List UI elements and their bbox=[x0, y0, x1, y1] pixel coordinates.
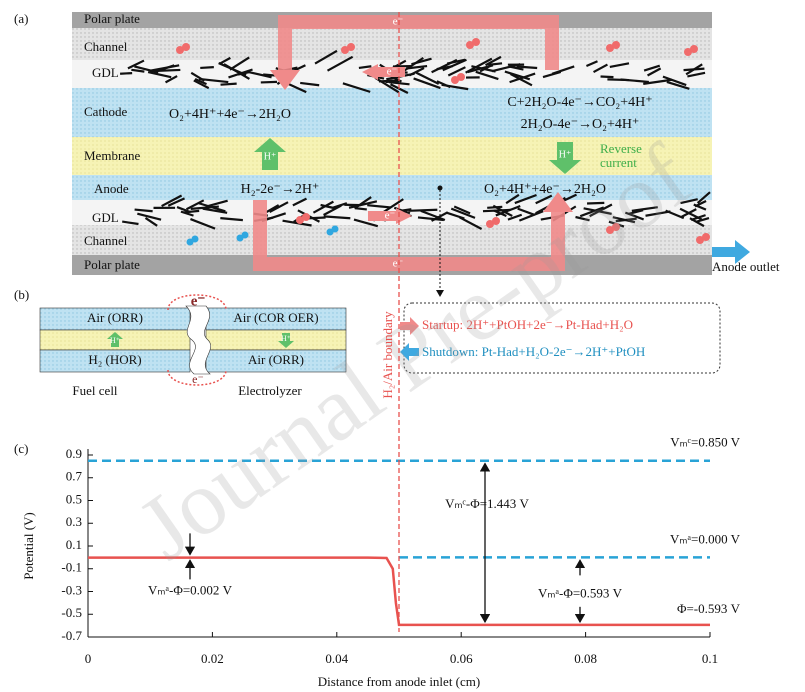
y-tick-label: 0.9 bbox=[66, 446, 82, 461]
y-tick-label: -0.3 bbox=[61, 582, 82, 597]
reaction: O₂+4H⁺+4e⁻→2H₂O bbox=[169, 107, 291, 122]
proton-label: H⁺ bbox=[110, 336, 120, 345]
x-axis-label: Distance from anode inlet (cm) bbox=[318, 674, 480, 689]
annotation: Vₘᶜ-Φ=1.443 V bbox=[445, 496, 529, 511]
figure: (a) Polar plate Channel GDL Cathode Memb… bbox=[0, 0, 805, 692]
boundary-label: H₂/Air boundary bbox=[380, 311, 395, 399]
layer-label: Anode bbox=[94, 181, 129, 196]
fiber bbox=[408, 210, 437, 211]
layer-label: GDL bbox=[92, 65, 119, 80]
x-tick-label: 0.08 bbox=[574, 651, 597, 666]
gas-bubble bbox=[472, 38, 480, 46]
gas-bubble bbox=[302, 213, 310, 221]
annotation: Vₘᵃ-Φ=0.002 V bbox=[148, 582, 233, 597]
gas-bubble bbox=[492, 217, 500, 225]
electron-label: e⁻ bbox=[385, 210, 396, 222]
h2-bubble bbox=[192, 236, 199, 243]
electron-label: e⁻ bbox=[393, 16, 404, 28]
y-tick-label: -0.1 bbox=[61, 560, 82, 575]
annotation: Φ=-0.593 V bbox=[677, 601, 741, 616]
layer-label: Channel bbox=[84, 39, 128, 54]
reaction: 2H₂O-4e⁻→O₂+4H⁺ bbox=[521, 117, 640, 132]
proton-label: H⁺ bbox=[264, 151, 277, 162]
y-tick-label: -0.5 bbox=[61, 605, 82, 620]
y-tick-label: 0.7 bbox=[66, 469, 83, 484]
y-tick-label: 0.5 bbox=[66, 491, 82, 506]
x-tick-label: 0.1 bbox=[702, 651, 718, 666]
electron-label: e⁻ bbox=[387, 66, 398, 78]
fiber bbox=[601, 77, 614, 78]
y-tick-label: 0.3 bbox=[66, 514, 82, 529]
electrolyzer-membrane bbox=[206, 330, 346, 350]
layer-label: Channel bbox=[84, 233, 128, 248]
layer-label: GDL bbox=[92, 210, 119, 225]
fiber bbox=[355, 208, 367, 209]
proton-label: H⁺ bbox=[281, 334, 291, 343]
gas-bubble bbox=[612, 41, 620, 49]
caption: Fuel cell bbox=[72, 383, 118, 398]
marker-dot bbox=[438, 186, 443, 191]
electron-label: e⁻ bbox=[191, 293, 206, 309]
fiber bbox=[261, 82, 277, 83]
x-tick-label: 0.06 bbox=[450, 651, 473, 666]
layer-label: Polar plate bbox=[84, 257, 140, 272]
layer-label: Membrane bbox=[84, 148, 141, 163]
y-tick-label: 0.1 bbox=[66, 537, 82, 552]
chart: (c) Distance from anode inlet (cm) Poten… bbox=[14, 435, 741, 689]
y-tick-label: -0.7 bbox=[61, 628, 82, 643]
fiber bbox=[200, 67, 214, 68]
x-tick-label: 0.04 bbox=[325, 651, 348, 666]
gas-bubble bbox=[690, 45, 698, 53]
x-tick-label: 0 bbox=[85, 651, 92, 666]
panel-label: (b) bbox=[14, 287, 29, 302]
reaction: C+2H₂O-4e⁻→CO₂+4H⁺ bbox=[507, 95, 652, 110]
x-tick-label: 0.02 bbox=[201, 651, 224, 666]
layer-label: H₂ (HOR) bbox=[88, 352, 141, 367]
reaction: H₂-2e⁻→2H⁺ bbox=[241, 182, 320, 197]
gas-bubble bbox=[457, 73, 465, 81]
layer-label: Polar plate bbox=[84, 11, 140, 26]
gas-bubble bbox=[347, 43, 355, 51]
panel-label: (a) bbox=[14, 11, 28, 26]
fiber bbox=[120, 73, 132, 74]
reference-label: Vₘᵃ=0.000 V bbox=[670, 531, 741, 546]
anode-outlet: Anode outlet bbox=[712, 259, 780, 274]
proton-label: H⁺ bbox=[559, 149, 572, 160]
electron-label: e⁻ bbox=[393, 258, 404, 270]
h2-bubble bbox=[242, 232, 249, 239]
gas-bubble bbox=[182, 43, 190, 51]
layer-label: Air (COR OER) bbox=[233, 310, 318, 325]
y-axis-label: Potential (V) bbox=[21, 512, 36, 580]
electron-label: e⁻ bbox=[192, 372, 204, 386]
panel-label: (c) bbox=[14, 441, 28, 456]
gas-bubble bbox=[702, 233, 710, 241]
fiber bbox=[221, 84, 237, 85]
layer-label: Air (ORR) bbox=[87, 310, 143, 325]
fiber bbox=[385, 81, 399, 82]
layer-label: Cathode bbox=[84, 104, 128, 119]
fiber bbox=[487, 207, 502, 208]
h2-bubble bbox=[332, 226, 339, 233]
layer-label: Air (ORR) bbox=[248, 352, 304, 367]
reference-label: Vₘᶜ=0.850 V bbox=[670, 435, 740, 450]
annotation: Vₘᵃ-Φ=0.593 V bbox=[538, 585, 623, 600]
